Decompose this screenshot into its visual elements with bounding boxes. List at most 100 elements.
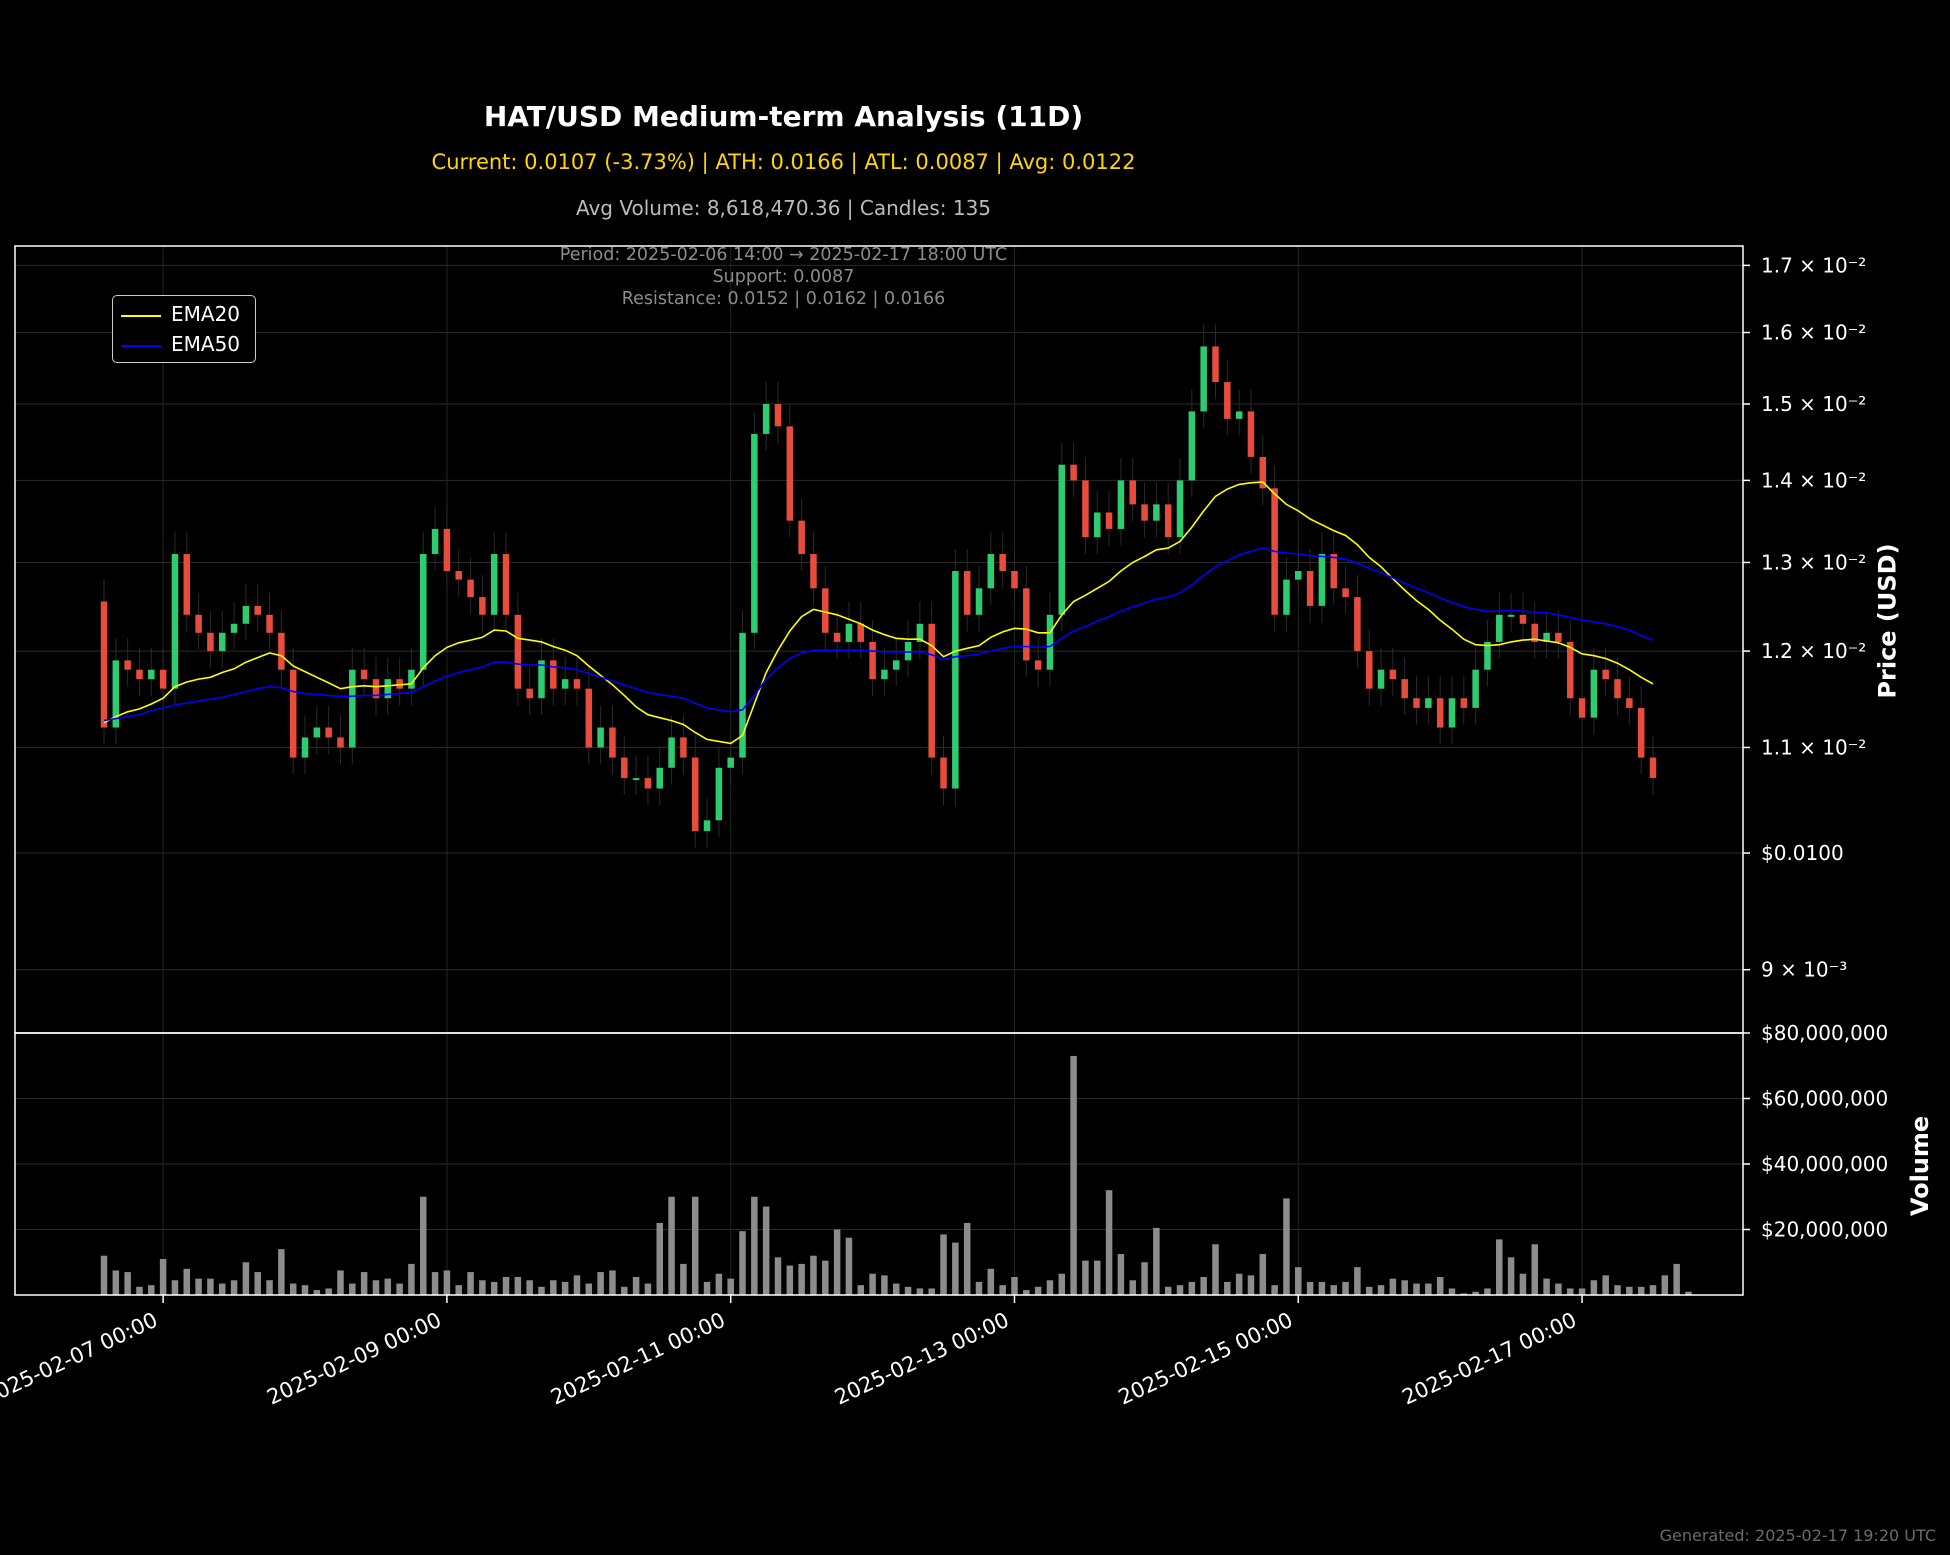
x-tick-label: 2025-02-11 00:00	[547, 1308, 729, 1410]
volume-bar	[1235, 1273, 1243, 1295]
volume-bar	[1531, 1244, 1539, 1295]
volume-bar	[136, 1286, 143, 1295]
candle-body	[892, 660, 900, 670]
volume-bar	[455, 1285, 462, 1295]
volume-bar	[313, 1290, 321, 1295]
resistance-info: Resistance: 0.0152 | 0.0162 | 0.0166	[621, 289, 946, 309]
volume-bar	[1460, 1293, 1468, 1295]
volume-bar	[1306, 1281, 1314, 1295]
price-stats: Current: 0.0107 (-3.73%) | ATH: 0.0166 |…	[431, 150, 1136, 174]
price-panel-frame	[14, 245, 1744, 1034]
volume-stats: Avg Volume: 8,618,470.36 | Candles: 135	[575, 196, 992, 220]
volume-bar	[1188, 1281, 1196, 1295]
price-tick-label: 1.5 × 10⁻²	[1761, 392, 1866, 416]
candle-body	[739, 632, 746, 758]
volume-bar	[668, 1196, 675, 1295]
candle-body	[975, 588, 983, 615]
candle-body	[1555, 632, 1562, 642]
volume-bar	[810, 1255, 817, 1295]
chart-title: HAT/USD Medium-term Analysis (11D)	[483, 100, 1084, 133]
candle-body	[762, 403, 770, 434]
candle-body	[1070, 464, 1077, 481]
price-axis-title: Price (USD)	[1873, 543, 1902, 699]
volume-bar	[218, 1283, 226, 1295]
candle-body	[195, 614, 202, 633]
volume-bar	[892, 1283, 900, 1295]
volume-bar	[1566, 1288, 1574, 1295]
candle-body	[952, 571, 959, 789]
candle-body	[904, 641, 912, 661]
volume-bar	[1519, 1273, 1527, 1295]
candle-body	[526, 688, 533, 699]
volume-bar	[289, 1283, 297, 1295]
volume-bar	[278, 1249, 285, 1295]
candle-body	[100, 601, 108, 728]
candle-body	[502, 553, 510, 615]
volume-bar	[1590, 1280, 1598, 1295]
volume-bar	[124, 1272, 131, 1295]
volume-bar	[762, 1206, 770, 1295]
volume-bar	[431, 1272, 439, 1295]
candle-body	[254, 605, 261, 615]
volume-bar	[1105, 1190, 1113, 1295]
candle-body	[703, 820, 711, 832]
price-tick-label: 1.2 × 10⁻²	[1761, 639, 1866, 663]
candle-body	[798, 520, 805, 554]
volume-bar	[656, 1222, 663, 1295]
volume-bar	[1176, 1285, 1184, 1295]
volume-bar	[1649, 1285, 1657, 1295]
candle-body	[171, 553, 179, 689]
volume-bar	[1153, 1227, 1160, 1295]
volume-bar	[1023, 1290, 1030, 1295]
volume-bar	[242, 1262, 250, 1295]
candle-body	[218, 632, 226, 652]
candle-body	[1389, 669, 1397, 680]
candle-body	[337, 737, 344, 748]
candle-body	[266, 614, 273, 633]
volume-bar	[1011, 1276, 1018, 1295]
volume-bar	[1496, 1239, 1503, 1295]
volume-bar	[1543, 1278, 1550, 1295]
volume-bar	[1283, 1198, 1290, 1295]
x-axis-ticks: 2025-02-07 00:00 2025-02-09 00:00 2025-02-…	[0, 1295, 1583, 1410]
volume-bar	[301, 1285, 309, 1295]
candle-body	[786, 426, 794, 521]
volume-bar	[325, 1288, 332, 1295]
volume-tick-label: $60,000,000	[1761, 1087, 1888, 1111]
volume-bar	[1354, 1267, 1361, 1295]
candle-body	[833, 632, 841, 642]
candle-body	[668, 737, 675, 768]
volume-bar	[1389, 1278, 1397, 1295]
price-grid	[15, 246, 1743, 1033]
candle-body	[1046, 614, 1054, 670]
candle-body	[183, 553, 191, 615]
candle-body	[136, 669, 143, 680]
candle-body	[1306, 571, 1314, 606]
candle-body	[1224, 382, 1231, 419]
legend-label-ema50: EMA50	[171, 332, 241, 356]
volume-bar	[1141, 1262, 1148, 1295]
volume-tick-label: $20,000,000	[1761, 1218, 1888, 1242]
volume-bar	[857, 1285, 865, 1295]
candle-body	[1448, 698, 1456, 728]
volume-bar	[940, 1234, 947, 1295]
volume-bar	[420, 1196, 427, 1295]
volume-bar	[1129, 1280, 1136, 1295]
volume-bar	[727, 1278, 734, 1295]
volume-bar	[1555, 1283, 1562, 1295]
volume-bar	[774, 1257, 782, 1295]
x-tick-label: 2025-02-17 00:00	[1399, 1308, 1581, 1410]
candle-body	[963, 571, 971, 615]
candle-body	[561, 679, 569, 689]
candle-body	[230, 623, 238, 633]
candle-body	[1649, 757, 1657, 779]
volume-bar	[1425, 1283, 1432, 1295]
candle-body	[869, 641, 876, 680]
volume-bar	[1661, 1275, 1669, 1295]
volume-bar	[1637, 1286, 1645, 1295]
candle-body	[1188, 411, 1196, 481]
volume-bar	[1200, 1276, 1207, 1295]
volume-bar	[1318, 1281, 1326, 1295]
candle-body	[940, 757, 947, 789]
candle-body	[408, 669, 415, 689]
